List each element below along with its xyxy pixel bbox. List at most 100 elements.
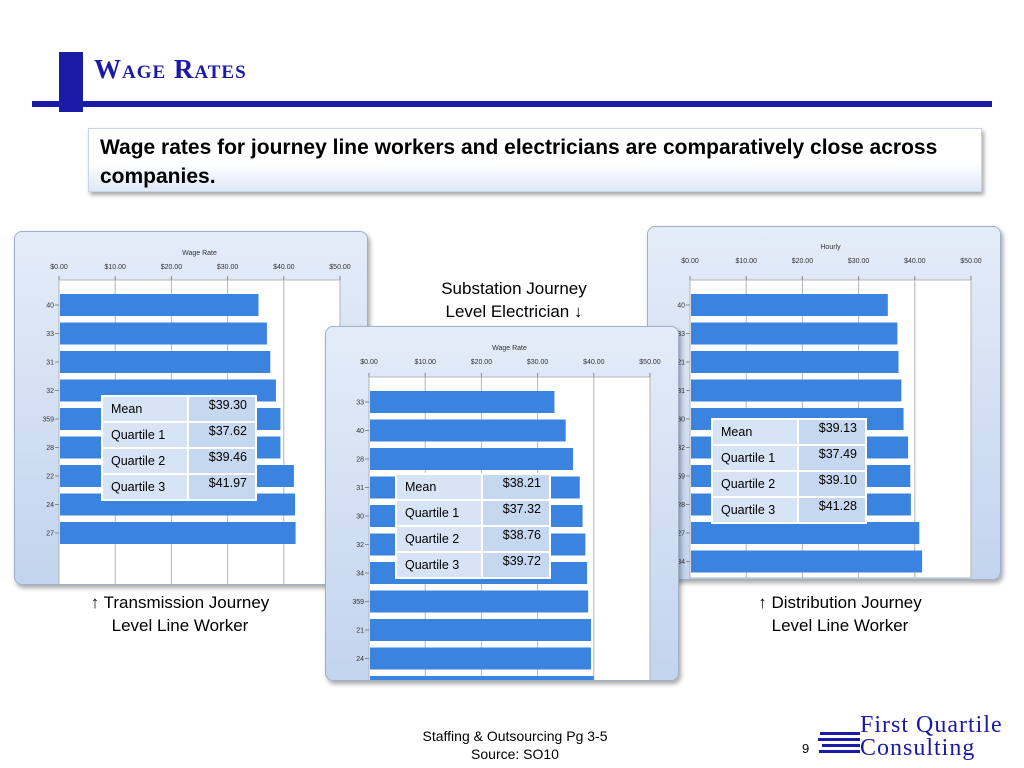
- x-tick-label: $10.00: [414, 359, 436, 366]
- bar: [60, 294, 259, 316]
- stats-label: Mean: [395, 473, 483, 501]
- x-tick-label: $20.00: [792, 258, 814, 265]
- stats-value: $38.76: [481, 525, 551, 553]
- category-label: 34: [677, 559, 685, 566]
- x-tick-label: $50.00: [329, 264, 351, 271]
- bar: [691, 351, 899, 373]
- category-label: 22: [46, 474, 54, 481]
- substation-stats-table: Mean $38.21 Quartile 1 $37.32 Quartile 2 $3…: [395, 473, 551, 579]
- stats-value: $37.49: [797, 444, 867, 472]
- category-label: 359: [352, 599, 364, 606]
- stats-value: $39.72: [481, 551, 551, 579]
- category-label: 31: [677, 388, 685, 395]
- distribution-chart-panel: Hourly $0.00 $10.00 $20.00 $30.00 $40.00 $50.0…: [647, 226, 1001, 580]
- category-label: 33: [356, 400, 364, 407]
- x-tick-label: $40.00: [904, 258, 926, 265]
- callout-text: Wage rates for journey line workers and …: [100, 136, 938, 188]
- x-tick-label: $50.00: [960, 258, 982, 265]
- stats-row: Quartile 2 $38.76: [395, 525, 551, 553]
- category-label: 24: [356, 656, 364, 663]
- stats-row: Quartile 1 $37.49: [711, 444, 867, 472]
- category-label: 40: [356, 428, 364, 435]
- stats-row: Mean $38.21: [395, 473, 551, 501]
- category-label: 21: [356, 628, 364, 635]
- category-label: 32: [46, 388, 54, 395]
- category-label: 33: [46, 331, 54, 338]
- category-label: 359: [42, 417, 54, 424]
- x-tick-label: $0.00: [50, 264, 68, 271]
- x-tick-label: $40.00: [583, 359, 605, 366]
- x-tick-label: $20.00: [161, 264, 183, 271]
- caption-line: Substation Journey: [441, 279, 587, 298]
- caption-line: ↑ Distribution Journey: [758, 593, 922, 612]
- category-label: 31: [46, 360, 54, 367]
- stats-row: Quartile 3 $41.97: [101, 473, 257, 501]
- bar: [691, 550, 923, 573]
- title-underline: [32, 101, 992, 107]
- callout-box: Wage rates for journey line workers and …: [88, 128, 982, 192]
- category-label: 31: [356, 485, 364, 492]
- bar: [691, 522, 920, 544]
- stats-label: Mean: [101, 395, 189, 423]
- transmission-chart-panel: Wage Rate $0.00 $10.00 $20.00 $30.00 $40.00 $5…: [14, 231, 368, 585]
- bar: [691, 294, 888, 316]
- category-label: 28: [46, 445, 54, 452]
- distribution-caption: ↑ Distribution Journey Level Line Worker: [720, 591, 960, 637]
- stats-label: Quartile 2: [101, 447, 189, 475]
- stats-label: Quartile 2: [711, 470, 799, 498]
- bar: [60, 522, 296, 544]
- stats-row: Quartile 1 $37.62: [101, 421, 257, 449]
- page-number: 9: [802, 741, 810, 756]
- category-label: 28: [677, 502, 685, 509]
- bar: [691, 322, 898, 345]
- category-label: 32: [677, 445, 685, 452]
- x-tick-label: $10.00: [104, 264, 126, 271]
- category-label: 30: [356, 514, 364, 521]
- x-tick-label: $50.00: [639, 359, 661, 366]
- stats-label: Quartile 2: [395, 525, 483, 553]
- bar: [691, 379, 902, 402]
- logo-bars-icon: [818, 732, 860, 753]
- stats-row: Quartile 2 $39.46: [101, 447, 257, 475]
- bar: [370, 619, 591, 641]
- bar: [60, 351, 271, 373]
- stats-value: $39.30: [187, 395, 257, 423]
- distribution-stats-table: Mean $39.13 Quartile 1 $37.49 Quartile 2 $3…: [711, 418, 867, 524]
- stats-value: $39.13: [797, 418, 867, 446]
- category-label: 40: [46, 303, 54, 310]
- bar: [60, 322, 267, 345]
- category-label: 40: [677, 303, 685, 310]
- stats-label: Quartile 3: [101, 473, 189, 501]
- stats-value: $38.21: [481, 473, 551, 501]
- x-tick-label: $10.00: [735, 258, 757, 265]
- category-label: 24: [46, 502, 54, 509]
- stats-value: $41.28: [797, 496, 867, 524]
- logo-text-consulting: Consulting: [860, 735, 976, 761]
- caption-line: Level Line Worker: [111, 616, 249, 635]
- stats-row: Mean $39.30: [101, 395, 257, 423]
- category-label: 27: [677, 531, 685, 538]
- caption-line: Level Line Worker: [771, 616, 909, 635]
- x-tick-label: $0.00: [360, 359, 378, 366]
- x-tick-label: $0.00: [681, 258, 699, 265]
- stats-value: $41.97: [187, 473, 257, 501]
- company-logo: First Quartile Consulting: [818, 712, 1024, 762]
- stats-row: Mean $39.13: [711, 418, 867, 446]
- bar: [370, 647, 591, 670]
- stats-row: Quartile 3 $41.28: [711, 496, 867, 524]
- stats-label: Quartile 1: [101, 421, 189, 449]
- stats-row: Quartile 3 $39.72: [395, 551, 551, 579]
- footer-line: Source: SO10: [471, 746, 559, 762]
- distribution-bar-chart: Hourly $0.00 $10.00 $20.00 $30.00 $40.00 $50.0…: [673, 244, 982, 579]
- stats-label: Quartile 3: [711, 496, 799, 524]
- category-label: 33: [677, 331, 685, 338]
- x-tick-label: $30.00: [848, 258, 870, 265]
- chart-title: Hourly: [820, 244, 841, 251]
- stats-label: Mean: [711, 418, 799, 446]
- category-label: 27: [46, 531, 54, 538]
- stats-row: Quartile 1 $37.32: [395, 499, 551, 527]
- caption-line: Level Electrician ↓: [445, 302, 583, 321]
- bar: [370, 391, 555, 413]
- bar: [370, 419, 566, 442]
- substation-chart-panel: Wage Rate $0.00 $10.00 $20.00 $30.00 $40.00 $5…: [325, 326, 679, 681]
